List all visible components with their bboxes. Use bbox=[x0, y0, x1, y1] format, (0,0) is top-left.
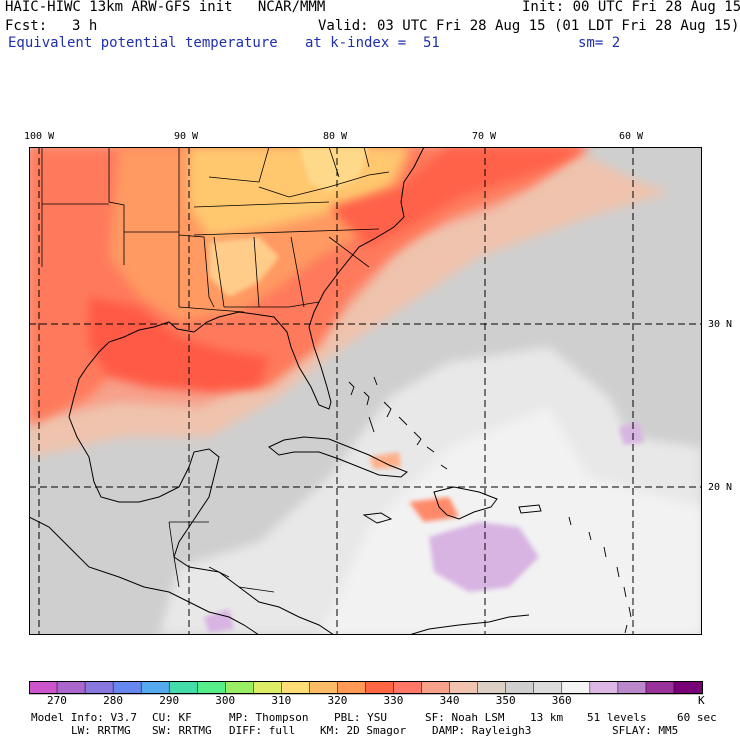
colorbar-cell bbox=[140, 681, 170, 695]
map-frame bbox=[29, 147, 702, 635]
lon-label-60w: 60 W bbox=[619, 131, 644, 142]
lat-lon-grid bbox=[29, 147, 702, 635]
theta-e-map bbox=[29, 147, 702, 635]
colorbar-cell bbox=[168, 681, 199, 695]
red-gulf bbox=[89, 297, 269, 392]
colorbar-cell bbox=[253, 681, 283, 695]
lilac-patch-3 bbox=[619, 422, 644, 445]
footer-levels: 51 levels bbox=[587, 711, 647, 724]
footer-cu: CU: KF bbox=[152, 711, 192, 724]
colorbar-tick-label: 360 bbox=[551, 694, 572, 707]
warm-caribbean-1 bbox=[409, 497, 459, 522]
lon-label-90w: 90 W bbox=[174, 131, 199, 142]
lon-label-100w: 100 W bbox=[24, 131, 55, 142]
colorbar-tick-label: 320 bbox=[327, 694, 348, 707]
lon-label-80w: 80 W bbox=[323, 131, 348, 142]
colorbar-tick-label: 350 bbox=[495, 694, 516, 707]
yellow-north-2 bbox=[299, 147, 369, 192]
valid-time: Valid: 03 UTC Fri 28 Aug 15 (01 LDT Fri … bbox=[318, 18, 740, 34]
field-name: Equivalent potential temperature bbox=[8, 35, 278, 51]
lat-label-30n: 30 N bbox=[708, 319, 733, 330]
colorbar bbox=[29, 681, 703, 695]
colorbar-cell bbox=[589, 681, 619, 695]
bahamas bbox=[348, 376, 448, 470]
colorbar-cell bbox=[449, 681, 479, 695]
colorbar-unit: K bbox=[698, 694, 705, 707]
central-america bbox=[29, 516, 335, 635]
footer-mp: MP: Thompson bbox=[229, 711, 309, 724]
footer-damp: DAMP: Rayleigh3 bbox=[432, 724, 532, 737]
footer-res: 13 km bbox=[530, 711, 564, 724]
colorbar-cell bbox=[309, 681, 339, 695]
us-coastline bbox=[68, 147, 425, 418]
colorbar-cell bbox=[337, 681, 367, 695]
footer-timestep: 60 sec bbox=[677, 711, 717, 724]
level-info: at k-index = 51 bbox=[305, 35, 440, 51]
lesser-antilles bbox=[568, 516, 632, 634]
colorbar-cell bbox=[617, 681, 647, 695]
colorbar-tick-label: 310 bbox=[271, 694, 292, 707]
colorbar-cell bbox=[673, 681, 703, 695]
colorbar-tick-label: 300 bbox=[215, 694, 236, 707]
lilac-patch-1 bbox=[429, 522, 539, 592]
colorbar-cell bbox=[29, 681, 58, 695]
tan-patch bbox=[209, 237, 279, 297]
footer-sf: SF: Noah LSM bbox=[425, 711, 505, 724]
colorbar-cell bbox=[112, 681, 142, 695]
model-title: HAIC-HIWC 13km ARW-GFS init NCAR/MMM bbox=[5, 0, 326, 15]
warm-caribbean-2 bbox=[369, 452, 401, 469]
smoothing-info: sm= 2 bbox=[578, 35, 621, 51]
colorbar-tick-label: 290 bbox=[159, 694, 180, 707]
whitest-field bbox=[319, 407, 702, 635]
lon-label-70w: 70 W bbox=[472, 131, 497, 142]
colorbar-cell bbox=[225, 681, 255, 695]
colorbar-tick-label: 280 bbox=[103, 694, 123, 707]
colorbar-cell bbox=[393, 681, 423, 695]
footer-sflay: SFLAY: MM5 bbox=[612, 724, 679, 737]
colorbar-cell bbox=[533, 681, 563, 695]
jamaica bbox=[362, 512, 393, 524]
footer-model-info: Model Info: V3.7 bbox=[31, 711, 137, 724]
forecast-label: Fcst: bbox=[5, 18, 48, 34]
footer-sw: SW: RRTMG bbox=[152, 724, 212, 737]
lat-label-20n: 20 N bbox=[708, 482, 733, 493]
red-atlantic bbox=[329, 147, 589, 247]
forecast-value: 3 h bbox=[72, 18, 98, 34]
colorbar-cell bbox=[281, 681, 311, 695]
init-time: Init: 00 UTC Fri 28 Aug 15 bbox=[522, 0, 740, 15]
footer-lw: LW: RRTMG bbox=[71, 724, 131, 737]
footer-km: KM: 2D Smagor bbox=[320, 724, 407, 737]
colorbar-cell bbox=[365, 681, 395, 695]
footer-diff: DIFF: full bbox=[229, 724, 296, 737]
lilac-patch-2 bbox=[204, 609, 234, 633]
colorbar-cell bbox=[84, 681, 114, 695]
colorbar-cell bbox=[505, 681, 535, 695]
cuba bbox=[268, 436, 408, 478]
colorbar-tick-label: 340 bbox=[439, 694, 460, 707]
colorbar-cell bbox=[645, 681, 675, 695]
colorbar-cell bbox=[421, 681, 451, 695]
colorbar-cell bbox=[477, 681, 507, 695]
colorbar-tick-label: 270 bbox=[47, 694, 67, 707]
hispaniola bbox=[433, 486, 498, 520]
puerto-rico bbox=[518, 504, 542, 514]
footer-pbl: PBL: YSU bbox=[334, 711, 387, 724]
south-america-coast bbox=[408, 614, 530, 635]
colorbar-cell bbox=[56, 681, 86, 695]
colorbar-cell bbox=[561, 681, 591, 695]
state-borders bbox=[41, 147, 390, 313]
colorbar-tick-label: 330 bbox=[383, 694, 404, 707]
colorbar-cell bbox=[197, 681, 227, 695]
